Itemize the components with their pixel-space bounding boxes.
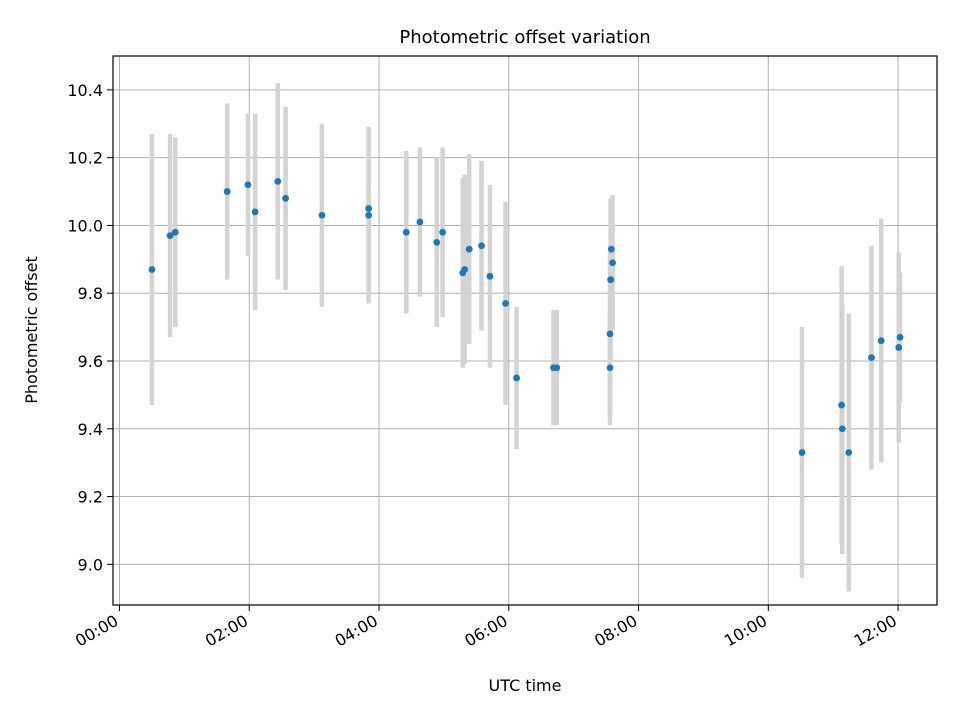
- data-point: [282, 194, 289, 202]
- data-point: [416, 218, 424, 226]
- y-tick-label: 9.4: [78, 420, 103, 439]
- data-point: [148, 266, 156, 273]
- data-point: [166, 232, 174, 240]
- plot-frame: [112, 55, 938, 606]
- data-point: [502, 299, 509, 307]
- data-point: [478, 242, 485, 250]
- data-point: [465, 245, 473, 253]
- y-tick-label: 9.8: [78, 284, 103, 303]
- x-axis-title: UTC time: [489, 676, 562, 695]
- data-point: [798, 449, 806, 456]
- data-point: [609, 259, 616, 267]
- y-tick-label: 10.4: [67, 81, 103, 100]
- data-point: [607, 276, 615, 284]
- data-point: [433, 238, 441, 246]
- y-tick-label: 10.2: [67, 149, 103, 168]
- data-point: [486, 272, 494, 280]
- data-point: [223, 188, 231, 195]
- data-point: [461, 266, 469, 273]
- chart-title: Photometric offset variation: [399, 27, 650, 48]
- data-points: [148, 177, 904, 456]
- grid: [113, 56, 937, 605]
- data-point: [838, 425, 846, 433]
- y-tick-label: 9.6: [78, 352, 103, 371]
- y-tick-label: 9.2: [78, 488, 103, 507]
- data-point: [274, 177, 282, 185]
- data-point: [877, 337, 885, 345]
- data-point: [845, 449, 853, 456]
- data-point: [171, 228, 179, 236]
- data-point: [251, 208, 259, 216]
- data-point: [402, 228, 410, 236]
- data-point: [365, 205, 373, 212]
- data-point: [244, 181, 252, 189]
- data-point: [513, 374, 520, 382]
- data-point: [318, 211, 326, 219]
- data-point: [868, 354, 875, 362]
- data-point: [439, 228, 446, 236]
- y-axis-title: Photometric offset: [22, 256, 41, 404]
- data-point: [607, 245, 615, 253]
- data-point: [606, 330, 614, 338]
- y-tick-label: 9.0: [78, 555, 103, 574]
- data-point: [896, 333, 904, 341]
- data-point: [365, 211, 373, 219]
- data-point: [895, 344, 903, 351]
- data-point: [606, 364, 614, 372]
- data-point: [553, 364, 561, 372]
- y-tick-label: 10.0: [67, 216, 103, 235]
- data-point: [838, 401, 846, 409]
